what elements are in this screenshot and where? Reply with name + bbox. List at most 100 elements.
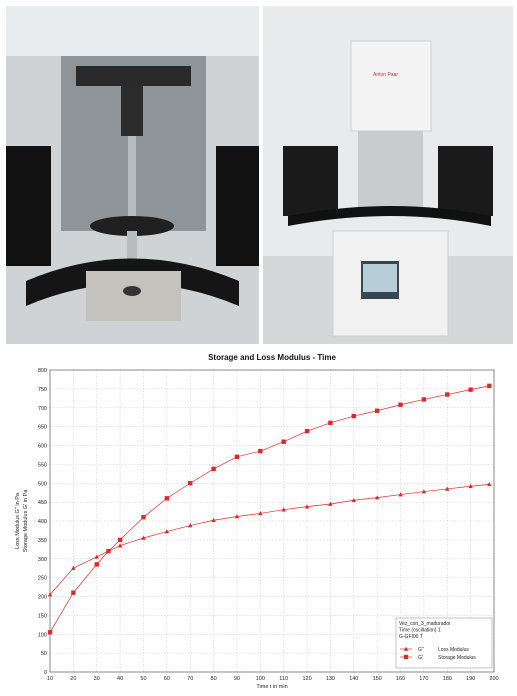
data-point-square xyxy=(47,630,53,635)
x-tick-label: 170 xyxy=(419,676,428,682)
legend-header-interval: Time (oscillation) 1 xyxy=(399,628,441,634)
series-line xyxy=(49,385,490,633)
legend-header-method: G-GFI00 T xyxy=(399,634,423,640)
data-point-triangle xyxy=(211,517,216,523)
x-tick-label: 200 xyxy=(489,676,498,682)
data-point-square xyxy=(374,408,380,413)
y-axis-title-line-2: Storage Modulus G' in Pa xyxy=(23,489,29,552)
data-point-square xyxy=(164,496,170,501)
y-tick-label: 350 xyxy=(38,538,47,544)
data-point-triangle xyxy=(445,486,450,491)
x-tick-label: 20 xyxy=(70,676,76,682)
data-point-square xyxy=(117,537,123,543)
x-tick-label: 190 xyxy=(466,676,475,682)
x-tick-label: 50 xyxy=(140,676,146,682)
data-point-square xyxy=(351,413,356,419)
y-tick-label: 0 xyxy=(44,670,47,676)
x-tick-label: 60 xyxy=(164,676,170,682)
x-tick-label: 100 xyxy=(256,676,265,682)
storage-loss-modulus-chart: Storage and Loss Modulus - Time 10 20 30 40… xyxy=(0,348,517,696)
data-point-triangle xyxy=(328,501,333,506)
x-tick-label: 30 xyxy=(94,676,100,682)
y-tick-label: 400 xyxy=(38,519,47,525)
x-tick-label: 110 xyxy=(279,676,288,682)
y-axis-title-line-1: Loss Modulus G'' in Pa xyxy=(15,492,21,549)
data-point-triangle xyxy=(94,554,99,559)
x-tick-label: 90 xyxy=(234,676,240,682)
y-tick-label: 100 xyxy=(38,632,47,638)
data-point-triangle xyxy=(258,511,263,516)
series-1 xyxy=(47,481,492,597)
x-tick-label: 150 xyxy=(373,676,382,682)
y-tick-label: 600 xyxy=(38,444,47,450)
series-2 xyxy=(47,383,492,635)
legend-series-name: Loss Modulus xyxy=(438,647,469,653)
data-point-triangle xyxy=(234,514,240,519)
data-point-triangle xyxy=(281,507,286,512)
data-point-triangle xyxy=(351,497,356,503)
data-point-triangle xyxy=(468,483,473,489)
x-tick-label: 160 xyxy=(396,676,405,682)
y-tick-label: 50 xyxy=(41,651,47,657)
rheometer-instrument-photo: Anton Paar xyxy=(263,6,513,344)
data-point-triangle xyxy=(117,543,123,548)
y-tick-label: 150 xyxy=(38,613,47,619)
data-point-triangle xyxy=(188,523,193,528)
x-tick-label: 130 xyxy=(326,676,335,682)
legend-entries: G'' Loss Modulus G' Storage Modulus xyxy=(400,646,476,661)
data-point-triangle xyxy=(304,504,310,509)
chart-title: Storage and Loss Modulus - Time xyxy=(208,353,336,362)
legend-marker-square xyxy=(403,654,409,660)
data-point-square xyxy=(421,397,427,402)
data-point-triangle xyxy=(141,535,146,540)
x-tick-label: 120 xyxy=(302,676,311,682)
y-tick-label: 450 xyxy=(38,500,47,506)
series-line xyxy=(49,484,490,595)
y-tick-label: 650 xyxy=(38,425,47,431)
y-tick-label: 250 xyxy=(38,576,47,582)
data-point-triangle xyxy=(164,529,170,534)
data-point-square xyxy=(141,515,146,520)
y-axis-title: Loss Modulus G'' in Pa Storage Modulus G… xyxy=(15,489,29,552)
data-point-square xyxy=(304,428,310,434)
x-tick-label: 70 xyxy=(187,676,193,682)
x-axis-title: Time t in min xyxy=(256,684,287,690)
series-layer xyxy=(47,383,492,635)
brand-label: Anton Paar xyxy=(373,72,398,78)
x-tick-label: 80 xyxy=(211,676,217,682)
x-tick-label: 40 xyxy=(117,676,123,682)
chart-legend: Vez_con_3_madurador Time (oscillation) 1… xyxy=(395,617,493,669)
data-point-square xyxy=(211,466,216,472)
x-tick-label: 10 xyxy=(47,676,53,682)
data-point-square xyxy=(487,383,492,389)
data-point-triangle xyxy=(421,489,427,494)
data-point-square xyxy=(281,439,286,444)
legend-marker-triangle xyxy=(403,646,409,651)
data-point-square xyxy=(468,387,473,392)
data-point-square xyxy=(234,454,240,460)
legend-box xyxy=(395,617,493,669)
data-point-triangle xyxy=(487,481,492,487)
x-tick-label: 180 xyxy=(443,676,452,682)
y-tick-label: 200 xyxy=(38,595,47,601)
x-tick-label: 140 xyxy=(349,676,358,682)
data-point-square xyxy=(328,420,333,426)
data-point-square xyxy=(106,549,111,554)
plot-frame xyxy=(49,369,495,673)
data-point-square xyxy=(445,392,450,397)
rheometer-sample-area-photo xyxy=(6,6,259,344)
data-point-square xyxy=(188,481,193,486)
legend-symbol: G' xyxy=(418,655,423,661)
data-point-triangle xyxy=(71,565,76,570)
legend-series-name: Storage Modulus xyxy=(438,655,476,661)
y-tick-label: 700 xyxy=(38,406,47,412)
y-tick-label: 800 xyxy=(38,368,47,374)
y-axis-ticks: 0 50 100 150 200 250 300 350 400 450 500 550 600 650 7… xyxy=(38,368,47,676)
data-point-triangle xyxy=(47,592,53,597)
data-point-square xyxy=(94,562,99,567)
legend-symbol: G'' xyxy=(418,647,424,653)
data-point-square xyxy=(71,590,76,595)
photo-row: Anton Paar xyxy=(6,6,513,344)
y-tick-label: 500 xyxy=(38,481,47,487)
y-tick-label: 300 xyxy=(38,557,47,563)
